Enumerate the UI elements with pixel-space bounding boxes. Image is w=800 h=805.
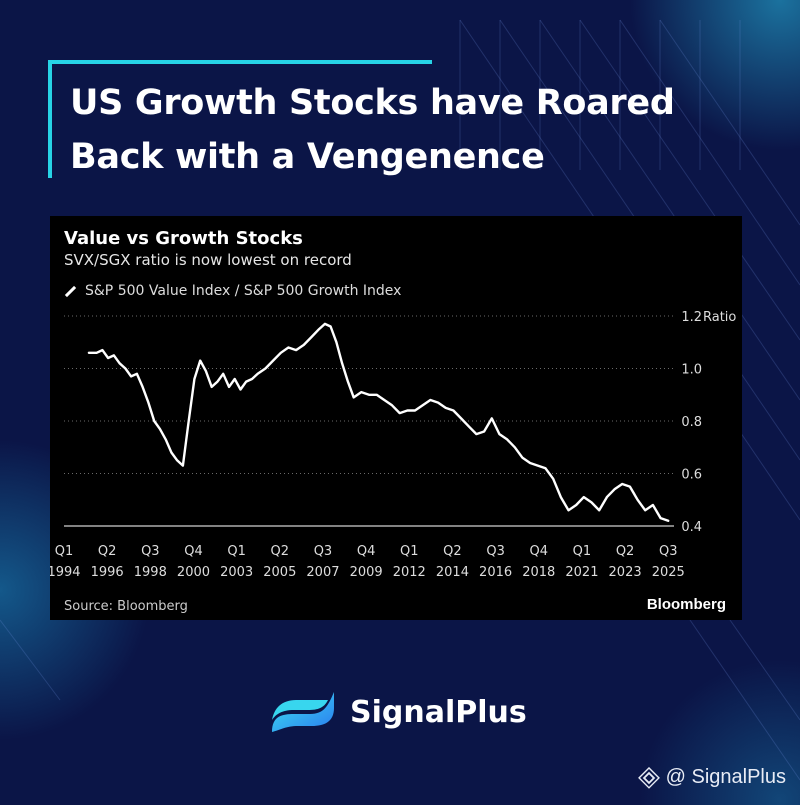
x-tick-year-label: 1994 xyxy=(50,565,81,580)
x-tick-quarter-label: Q1 xyxy=(400,544,419,559)
x-tick-year-label: 2023 xyxy=(609,565,642,580)
headline-accent-frame xyxy=(48,60,432,178)
legend-series-label: S&P 500 Value Index / S&P 500 Growth Ind… xyxy=(85,283,402,299)
page-headline: US Growth Stocks have Roared Back with a… xyxy=(70,83,675,177)
x-tick-year-label: 2025 xyxy=(652,565,685,580)
series-line-value-growth-ratio xyxy=(87,322,670,522)
x-tick-year-label: 2007 xyxy=(306,565,339,580)
x-tick-year-label: 2003 xyxy=(220,565,253,580)
y-tick-label: 0.4 xyxy=(681,520,702,535)
x-tick-year-label: 2018 xyxy=(522,565,555,580)
chart-title: Value vs Growth Stocks xyxy=(64,228,303,249)
y-tick-label: 0.8 xyxy=(681,415,702,430)
y-tick-label: 0.6 xyxy=(681,468,702,483)
x-tick-year-label: 2009 xyxy=(350,565,383,580)
y-tick-label: 1.0 xyxy=(681,363,702,378)
watermark: @ SignalPlus xyxy=(637,766,786,789)
line-chart: 0.4 0.6 0.8 1.0 1.2 Ratio Q1 1994 Q2 1996 Q3 1998 Q4… xyxy=(50,310,736,580)
x-tick-year-label: 2000 xyxy=(177,565,210,580)
x-tick-quarter-label: Q4 xyxy=(184,544,203,559)
brand-name: SignalPlus xyxy=(350,694,527,730)
x-tick-quarter-label: Q2 xyxy=(271,544,290,559)
x-tick-quarter-label: Q3 xyxy=(486,544,505,559)
x-tick-quarter-label: Q4 xyxy=(530,544,549,559)
chart-panel: 0.4 0.6 0.8 1.0 1.2 Ratio Q1 1994 Q2 1996 Q3 1998 Q4… xyxy=(50,216,742,620)
binance-diamond-icon xyxy=(637,766,660,789)
x-tick-year-label: 1998 xyxy=(134,565,167,580)
bloomberg-credit: Bloomberg xyxy=(646,596,726,613)
legend-line-swatch xyxy=(64,285,77,297)
chart-subtitle: SVX/SGX ratio is now lowest on record xyxy=(64,251,352,269)
x-tick-year-label: 2014 xyxy=(436,565,469,580)
watermark-text: @ SignalPlus xyxy=(665,766,786,788)
chart-legend: S&P 500 Value Index / S&P 500 Growth Ind… xyxy=(64,283,401,299)
signalplus-logo-icon xyxy=(272,692,334,732)
x-tick-quarter-label: Q2 xyxy=(443,544,462,559)
x-tick-quarter-label: Q1 xyxy=(227,544,246,559)
x-tick-quarter-label: Q1 xyxy=(573,544,592,559)
x-tick-quarter-label: Q2 xyxy=(98,544,117,559)
x-tick-year-label: 2016 xyxy=(479,565,512,580)
y-axis-unit-label: Ratio xyxy=(703,310,736,325)
x-tick-year-label: 2005 xyxy=(263,565,296,580)
x-tick-year-label: 2021 xyxy=(565,565,598,580)
x-tick-quarter-label: Q3 xyxy=(314,544,333,559)
x-tick-year-label: 2012 xyxy=(393,565,426,580)
x-tick-quarter-label: Q3 xyxy=(659,544,678,559)
y-tick-label: 1.2 xyxy=(681,310,702,325)
x-tick-quarter-label: Q3 xyxy=(141,544,160,559)
x-tick-year-label: 1996 xyxy=(91,565,124,580)
x-tick-quarter-label: Q4 xyxy=(357,544,376,559)
x-tick-quarter-label: Q1 xyxy=(55,544,74,559)
chart-source: Source: Bloomberg xyxy=(64,599,188,614)
x-tick-quarter-label: Q2 xyxy=(616,544,635,559)
brand-lockup: SignalPlus xyxy=(268,686,527,738)
